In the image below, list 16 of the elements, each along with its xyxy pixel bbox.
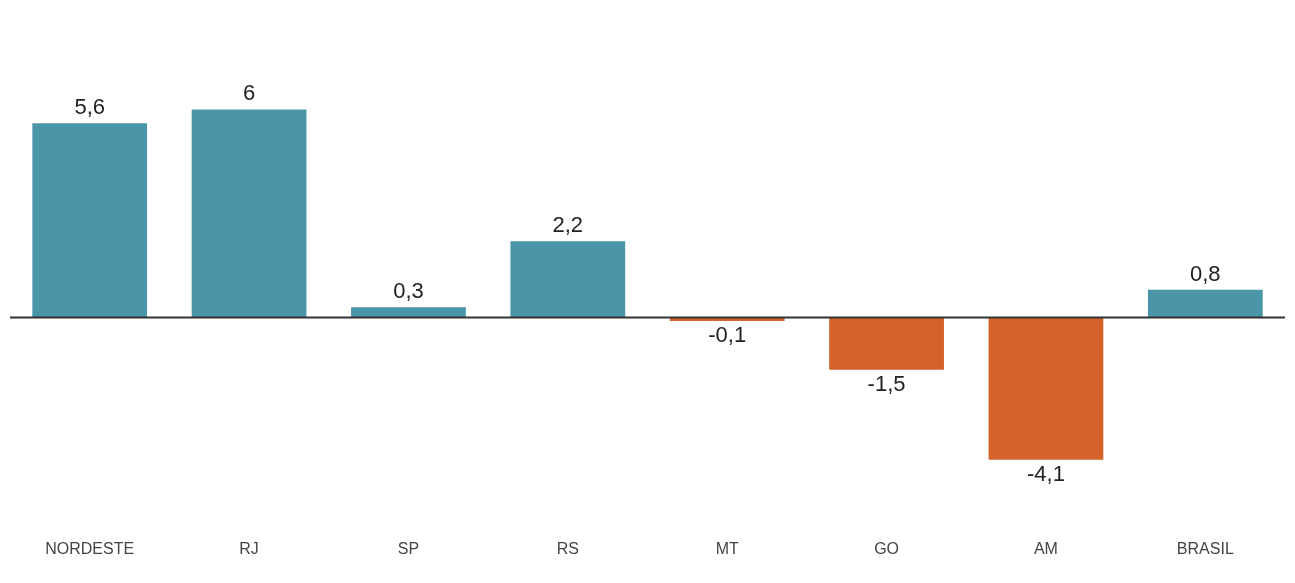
x-tick-label: AM (1033, 539, 1058, 557)
data-label: 0,8 (1190, 260, 1221, 286)
data-label: 0,3 (393, 278, 424, 304)
data-label: 2,2 (552, 212, 584, 238)
x-tick-label: BRASIL (1176, 539, 1234, 557)
data-label: 5,6 (74, 94, 105, 120)
data-label: -0,1 (708, 322, 747, 348)
x-tick-label: NORDESTE (45, 539, 135, 557)
x-tick-label: RJ (239, 539, 259, 557)
data-label: -1,5 (867, 370, 906, 396)
data-label: 6 (242, 80, 256, 106)
x-tick-label: GO (874, 539, 900, 557)
x-tick-label: MT (715, 539, 739, 557)
x-tick-label: RS (556, 539, 579, 557)
x-tick-label: SP (397, 539, 420, 557)
data-label: -4,1 (1026, 460, 1065, 486)
